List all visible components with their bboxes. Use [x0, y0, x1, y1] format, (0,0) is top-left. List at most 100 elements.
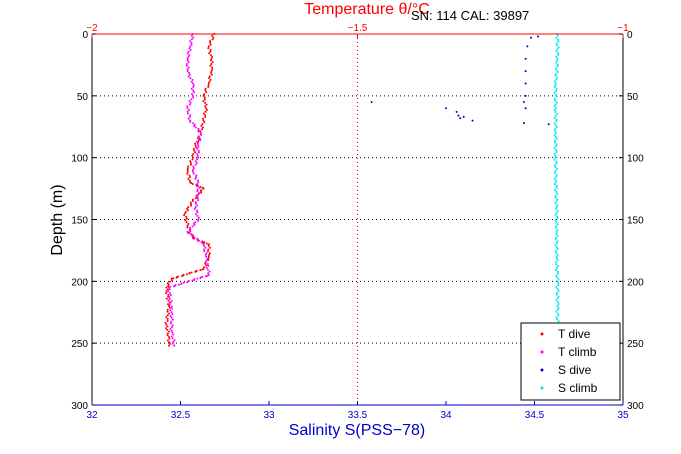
data-point — [196, 183, 199, 186]
data-point — [457, 114, 460, 117]
data-point — [185, 210, 188, 213]
data-point — [205, 103, 208, 106]
data-point — [196, 153, 199, 156]
data-point — [555, 255, 558, 258]
data-point — [200, 133, 203, 136]
data-point — [188, 108, 191, 111]
data-point — [553, 116, 556, 119]
data-point — [196, 154, 199, 157]
data-point — [554, 194, 557, 197]
data-point — [554, 107, 557, 110]
data-point — [193, 236, 196, 239]
data-point — [166, 318, 169, 321]
data-point — [210, 63, 213, 66]
data-point — [187, 206, 190, 209]
data-point — [555, 112, 558, 115]
data-point — [167, 290, 170, 293]
y-tick-label-right: 0 — [627, 30, 633, 41]
data-point — [200, 240, 203, 243]
data-point — [553, 189, 556, 192]
data-point — [554, 145, 557, 148]
legend-marker-t-climb — [540, 350, 544, 354]
data-point — [209, 40, 212, 43]
legend-label-s-climb: S climb — [558, 381, 598, 395]
y-tick-label-right: 150 — [627, 216, 644, 227]
data-point — [209, 50, 212, 53]
data-point — [554, 114, 557, 117]
data-point — [169, 314, 172, 317]
data-point — [187, 177, 190, 180]
data-point — [190, 41, 193, 44]
data-point — [554, 74, 557, 77]
data-point — [170, 311, 173, 314]
data-point — [193, 149, 196, 152]
data-point — [171, 318, 174, 321]
data-point — [192, 36, 195, 39]
data-point — [171, 337, 174, 340]
data-point — [187, 61, 190, 64]
data-point — [194, 151, 197, 154]
data-point — [210, 70, 213, 73]
data-point — [522, 122, 525, 125]
data-point — [524, 82, 527, 85]
data-point — [202, 187, 205, 190]
data-point — [208, 270, 211, 273]
data-point — [186, 207, 189, 210]
data-point — [556, 280, 559, 283]
data-point — [202, 248, 205, 251]
data-point — [177, 283, 180, 286]
data-point — [187, 55, 190, 58]
data-point — [189, 114, 192, 117]
data-point — [555, 150, 558, 153]
data-point — [194, 163, 197, 166]
data-point — [189, 161, 192, 164]
data-point — [165, 290, 168, 293]
data-point — [185, 273, 188, 276]
series-s-dive — [370, 35, 550, 126]
data-point — [194, 270, 197, 273]
data-point — [186, 59, 189, 62]
data-point — [557, 46, 560, 49]
data-point — [522, 101, 525, 104]
data-point — [194, 200, 197, 203]
data-point — [553, 164, 556, 167]
data-point — [199, 269, 202, 272]
serial-calibration-annotation: SN: 114 CAL: 39897 — [411, 8, 529, 23]
top-tick-label: −2 — [86, 23, 98, 34]
data-point — [188, 47, 191, 50]
data-point — [194, 146, 197, 149]
data-point — [171, 342, 174, 345]
data-point — [557, 278, 560, 281]
data-point — [556, 192, 559, 195]
data-point — [553, 183, 556, 186]
data-point — [197, 179, 200, 182]
y-tick-label-left: 50 — [77, 92, 89, 103]
data-point — [555, 200, 558, 203]
data-point — [556, 272, 559, 275]
data-point — [188, 73, 191, 76]
data-point — [554, 213, 557, 216]
data-point — [557, 52, 560, 55]
data-point — [197, 135, 200, 138]
data-point — [203, 245, 206, 247]
data-point — [168, 330, 171, 333]
data-point — [170, 320, 173, 323]
top-tick-label: −1 — [617, 23, 629, 34]
data-point — [190, 38, 193, 41]
bottom-tick-label: 34.5 — [525, 410, 545, 421]
data-point — [557, 289, 560, 292]
y-tick-label-left: 300 — [71, 401, 88, 412]
data-point — [197, 184, 200, 187]
data-point — [194, 144, 197, 147]
data-point — [169, 294, 172, 297]
data-point — [205, 242, 208, 245]
data-point — [556, 65, 559, 68]
data-point — [191, 156, 194, 159]
data-point — [189, 201, 192, 204]
data-point — [169, 322, 172, 325]
data-point — [188, 116, 191, 119]
data-point — [462, 115, 465, 118]
data-point — [556, 253, 559, 256]
data-point — [554, 90, 557, 93]
legend-label-s-dive: S dive — [558, 363, 592, 377]
